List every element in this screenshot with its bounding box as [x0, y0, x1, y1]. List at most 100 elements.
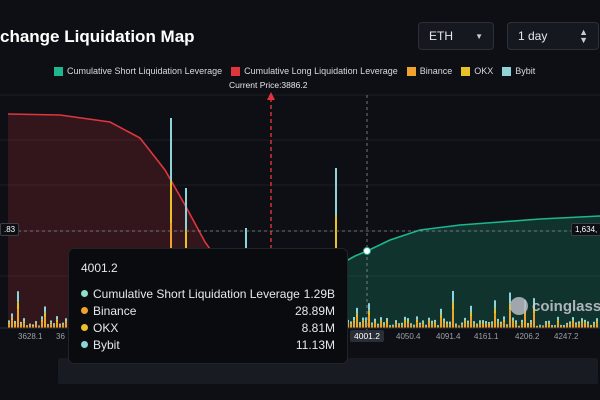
liquidation-bar-segment [347, 323, 349, 328]
liquidation-bar-segment [449, 321, 451, 324]
legend-item-long[interactable]: Cumulative Long Liquidation Leverage [231, 66, 398, 76]
crosshair-y-left-label: .83 [0, 223, 20, 236]
liquidation-bar-segment [530, 320, 532, 323]
up-down-icon: ▲ ▼ [579, 27, 588, 45]
liquidation-bar-segment [515, 324, 517, 328]
liquidation-bar-segment [8, 324, 10, 328]
liquidation-bar-segment [461, 325, 463, 328]
liquidation-bar-segment [446, 323, 448, 325]
liquidation-bar-segment [365, 322, 367, 328]
liquidation-bar-segment [362, 320, 364, 323]
liquidation-bar-segment [584, 322, 586, 324]
liquidation-bar-segment [437, 325, 439, 327]
liquidation-bar-segment [566, 324, 568, 326]
liquidation-bar-segment [491, 323, 493, 325]
coinglass-logo-icon [510, 297, 528, 315]
liquidation-bar-segment [362, 322, 364, 328]
liquidation-bar-segment [410, 324, 412, 326]
liquidation-bar-segment [479, 324, 481, 328]
liquidation-bar-segment [56, 322, 58, 328]
liquidation-bar-segment [350, 324, 352, 328]
liquidation-bar-segment [368, 303, 370, 311]
liquidation-bar-segment [41, 319, 43, 323]
liquidation-bar-segment [596, 321, 598, 324]
liquidation-bar-segment [395, 324, 397, 328]
period-select-value: 1 day [518, 29, 548, 43]
liquidation-bar-segment [407, 318, 409, 322]
liquidation-bar-segment [368, 315, 370, 328]
liquidation-bar-segment [23, 323, 25, 328]
liquidation-bar-segment [65, 321, 67, 324]
liquidation-bar-segment [542, 326, 544, 328]
liquidation-bar-segment [545, 321, 547, 324]
x-tick-label: 4050.4 [396, 332, 421, 341]
legend-item-okx[interactable]: OKX [461, 66, 493, 76]
liquidation-bar-segment [536, 326, 538, 328]
crosshair-y-right-label: 1,634, [571, 223, 600, 236]
liquidation-bar-segment [428, 322, 430, 328]
liquidation-bar-segment [53, 324, 55, 326]
liquidation-bar-segment [428, 320, 430, 323]
tooltip-row: Binance 28.89M [81, 302, 335, 319]
tooltip-dot [81, 341, 88, 348]
period-select[interactable]: 1 day ▲ ▼ [507, 22, 599, 50]
liquidation-bar-segment [62, 325, 64, 328]
liquidation-bar-segment [419, 325, 421, 328]
liquidation-bar-segment [581, 323, 583, 328]
liquidation-bar-segment [563, 325, 565, 327]
liquidation-bar-segment [29, 324, 31, 326]
liquidation-bar-segment [38, 325, 40, 327]
liquidation-bar-segment [554, 326, 556, 328]
legend-item-bybit[interactable]: Bybit [502, 66, 535, 76]
liquidation-bar-segment [575, 325, 577, 328]
liquidation-bar-segment [245, 228, 247, 258]
liquidation-bar-segment [548, 322, 550, 325]
liquidation-bar-segment [488, 323, 490, 325]
liquidation-bar-segment [569, 323, 571, 325]
liquidation-bar-segment [404, 316, 406, 321]
liquidation-bar-segment [425, 326, 427, 328]
liquidation-bar-segment [65, 323, 67, 328]
liquidation-bar-segment [374, 323, 376, 328]
liquidation-bar-segment [590, 325, 592, 327]
chart-tooltip: 4001.2 Cumulative Short Liquidation Leve… [68, 248, 348, 364]
liquidation-bar-segment [506, 326, 508, 328]
liquidation-bar-segment [593, 321, 595, 324]
liquidation-bar-segment [11, 320, 13, 328]
asset-select[interactable]: ETH ▼ [418, 22, 494, 50]
liquidation-bar-segment [452, 290, 454, 303]
liquidation-bar-segment [20, 324, 22, 328]
liquidation-bar-segment [359, 322, 361, 324]
liquidation-bar-segment [431, 322, 433, 325]
liquidation-bar-segment [482, 320, 484, 323]
liquidation-bar-segment [476, 324, 478, 326]
legend-item-binance[interactable]: Binance [406, 66, 452, 76]
liquidation-bar-segment [524, 313, 526, 328]
liquidation-bar-segment [494, 314, 496, 328]
liquidation-bar-segment [8, 322, 10, 325]
liquidation-bar-segment [38, 326, 40, 328]
liquidation-bar-segment [485, 324, 487, 328]
liquidation-bar-segment [14, 324, 16, 328]
liquidation-bar-segment [425, 324, 427, 326]
liquidation-bar-segment [533, 307, 535, 314]
tooltip-row: Cumulative Short Liquidation Leverage 1.… [81, 285, 335, 302]
tooltip-dot [81, 290, 88, 297]
liquidation-bar-segment [29, 323, 31, 325]
liquidation-bar-segment [35, 324, 37, 328]
liquidation-bar-segment [539, 326, 541, 328]
liquidation-bar-segment [473, 324, 475, 328]
liquidation-bar-segment [377, 324, 379, 326]
liquidation-bar-segment [56, 319, 58, 323]
legend-item-short[interactable]: Cumulative Short Liquidation Leverage [54, 66, 222, 76]
liquidation-bar-segment [461, 324, 463, 326]
liquidation-bar-segment [446, 324, 448, 328]
liquidation-bar-segment [596, 318, 598, 322]
liquidation-bar-segment [491, 324, 493, 328]
liquidation-bar-segment [17, 309, 19, 328]
liquidation-bar-segment [356, 317, 358, 328]
liquidation-bar-segment [11, 317, 13, 321]
liquidation-bar-segment [560, 326, 562, 328]
liquidation-bar-segment [506, 325, 508, 327]
liquidation-bar-segment [410, 325, 412, 328]
